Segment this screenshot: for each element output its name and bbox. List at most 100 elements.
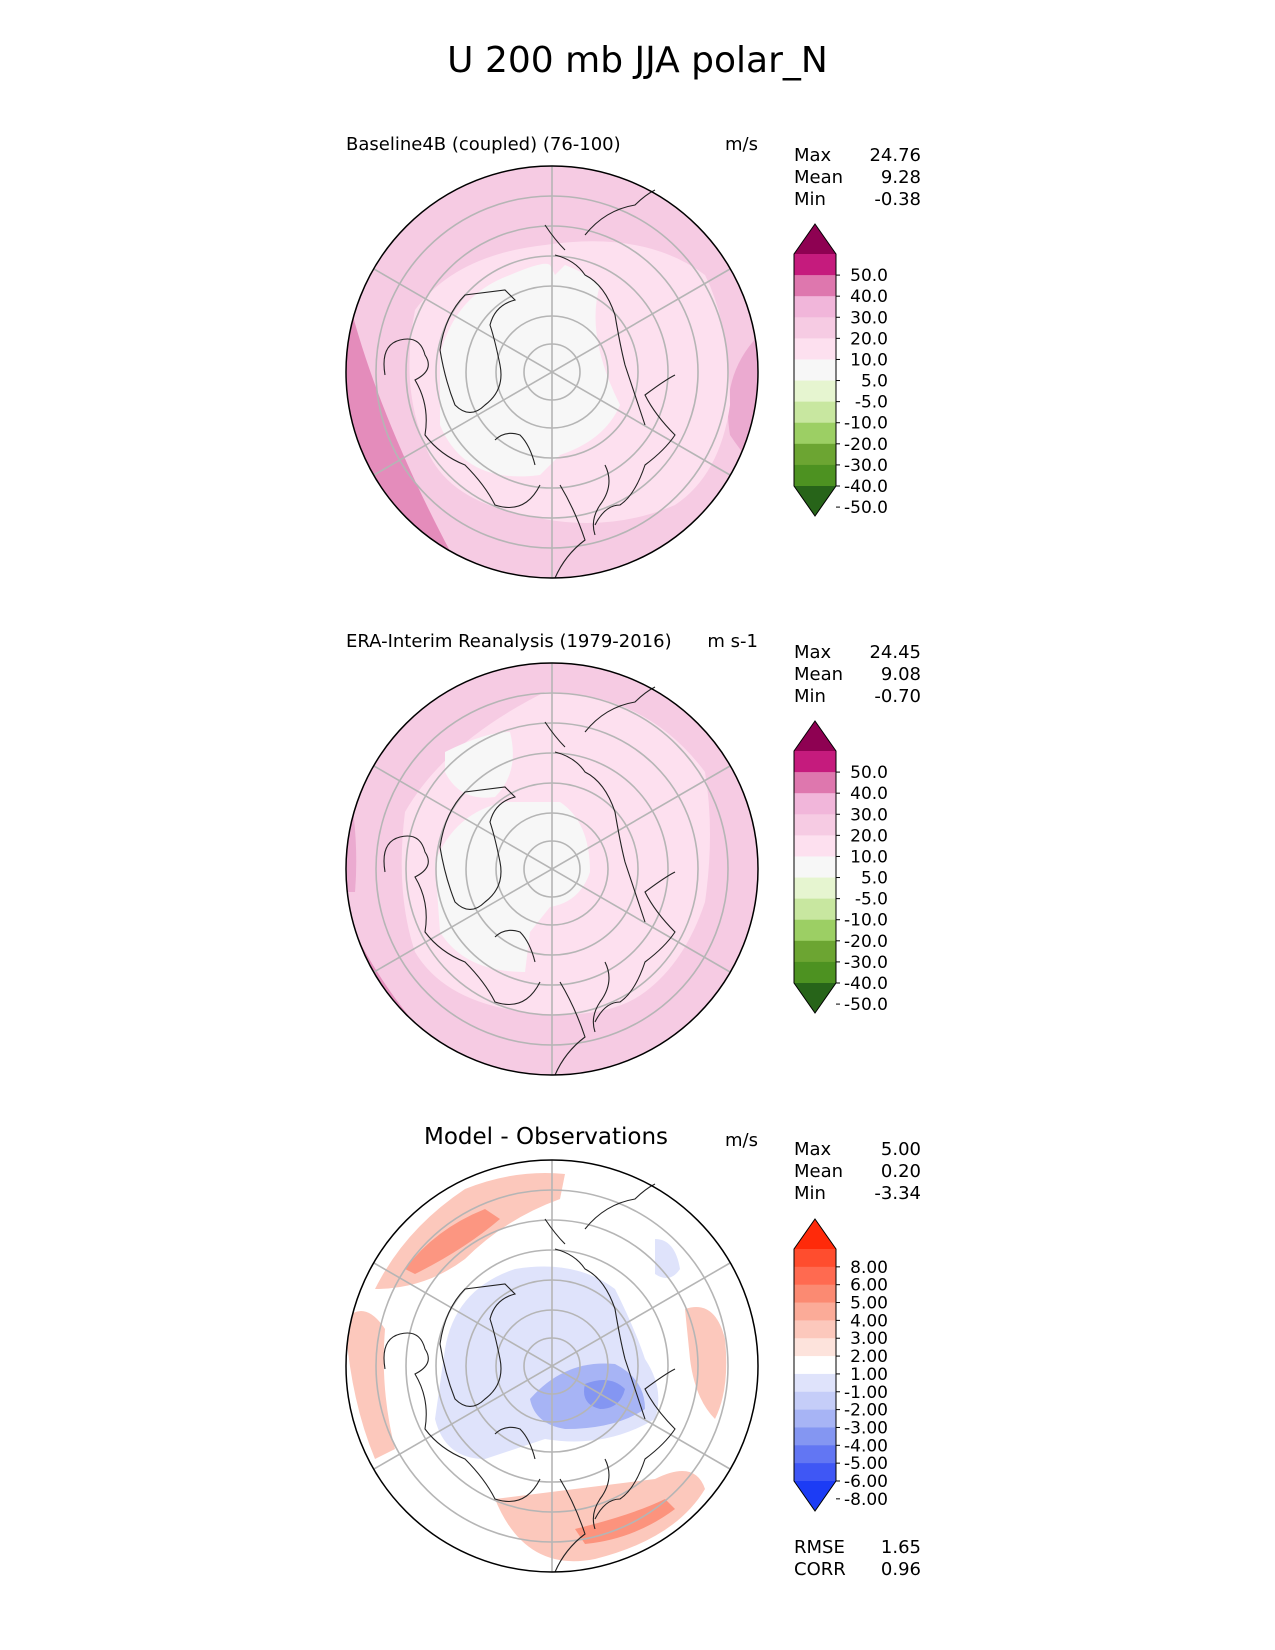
colorbar-tick-label: -20.0 [844, 932, 888, 952]
colorbar-segment [794, 1249, 836, 1268]
colorbar-segment [794, 1373, 836, 1393]
coastlines [383, 189, 676, 579]
colorbar-segment [794, 898, 836, 921]
stat-label: Mean [794, 664, 844, 685]
coastline-siberia [554, 1248, 646, 1420]
colorbar-tick-label: -30.0 [844, 456, 888, 476]
colorbar-tick-label: 50.0 [850, 763, 888, 783]
stat-label: Max [794, 1139, 832, 1160]
stat-label: Min [794, 189, 826, 210]
colorbar-segment [794, 814, 836, 836]
colorbar-tick-label: -8.00 [844, 1490, 888, 1510]
coastlines [383, 686, 676, 1076]
colorbar-segment [794, 338, 836, 360]
panel-2-title: ERA-Interim Reanalysis (1979-2016) [346, 631, 672, 652]
stat-value: 24.45 [869, 642, 921, 663]
colorbar-extend-min [794, 1481, 836, 1511]
colorbar-segment [794, 1409, 836, 1428]
colorbar-segment [794, 1427, 836, 1446]
colorbar-segment [794, 359, 836, 382]
coastline-greenland [439, 289, 517, 414]
colorbar-tick-label: -6.00 [844, 1472, 888, 1492]
colorbar-extend-min [794, 983, 836, 1013]
colorbar-segment [794, 1463, 836, 1482]
colorbar-tick-label: 3.00 [850, 1329, 888, 1349]
colorbar-segment [794, 275, 836, 297]
panel-3-units: m/s [725, 1130, 758, 1151]
polar-map-reanalysis [345, 662, 759, 1076]
colorbar-segment [794, 422, 836, 445]
stat-label: Mean [794, 167, 844, 188]
colorbar-segment [794, 296, 836, 318]
graticule [373, 166, 731, 578]
coastlines [383, 1183, 676, 1573]
coastline-scandinavia [494, 1426, 610, 1530]
metric-value: 1.65 [880, 1537, 921, 1558]
coastline-scandinavia [494, 929, 610, 1033]
coastline-alaska [544, 189, 656, 251]
metric-label: RMSE [794, 1537, 845, 1558]
colorbar-segment [794, 1266, 836, 1286]
stat-value: 0.20 [880, 1161, 921, 1182]
colorbar-outline [793, 720, 837, 1014]
colorbar-tick-label: 50.0 [850, 266, 888, 286]
polar-map-difference [345, 1159, 759, 1573]
coastline-greenland [439, 1283, 517, 1408]
colorbar-tick-label: -40.0 [844, 477, 888, 497]
metric-value: 0.96 [880, 1559, 921, 1580]
diff-pos-south [495, 1471, 705, 1562]
colorbar-tick-label: -50.0 [844, 995, 888, 1015]
panel-1-units: m/s [725, 134, 758, 155]
stat-label: Max [794, 145, 832, 166]
colorbar-reanalysis: 50.040.030.020.010.05.0-5.0-10.0-20.0-30… [793, 720, 888, 1015]
colorbar-tick-label: -20.0 [844, 435, 888, 455]
coastline-siberia [554, 751, 646, 923]
colorbar-tick-label: -5.0 [855, 393, 888, 413]
colorbar-segment [794, 940, 836, 963]
colorbar-segment [794, 919, 836, 942]
colorbar-segment [794, 401, 836, 424]
colorbar-extend-max [794, 224, 836, 254]
colorbar-tick-label: -3.00 [844, 1418, 888, 1438]
coastline-canada [383, 338, 541, 509]
figure-title: U 200 mb JJA polar_N [447, 40, 828, 81]
colorbar-extend-max [794, 1219, 836, 1249]
panel-3-metrics: RMSE 1.65 CORR 0.96 [794, 1537, 921, 1581]
diff-pos-north-core [405, 1209, 500, 1274]
colorbar-segment [794, 1338, 836, 1357]
meridian [373, 268, 731, 476]
colorbar-segment [794, 1320, 836, 1339]
coastline-canada [383, 835, 541, 1006]
colorbar-tick-label: 5.00 [850, 1294, 888, 1314]
field-band-5-north [445, 732, 513, 798]
colorbar-tick-label: 10.0 [850, 350, 888, 370]
colorbar-segment [794, 793, 836, 815]
stat-value: -0.70 [874, 686, 921, 707]
colorbar-extend-max [794, 721, 836, 751]
colorbar-segment [794, 835, 836, 857]
map-frame [345, 165, 759, 579]
coastline-alaska [544, 686, 656, 748]
coastline-siberia [554, 254, 646, 426]
colorbar-tick-label: -1.00 [844, 1383, 888, 1403]
colorbar-segment [794, 254, 836, 276]
colorbar-segment [794, 961, 836, 984]
colorbar-tick-label: 2.00 [850, 1347, 888, 1367]
stat-value: -3.34 [874, 1183, 921, 1204]
colorbar-segment [794, 1284, 836, 1304]
colorbar-tick-label: 10.0 [850, 847, 888, 867]
stat-value: 5.00 [880, 1139, 921, 1160]
stat-value: 24.76 [869, 145, 921, 166]
stat-value: 9.28 [880, 167, 921, 188]
colorbar-tick-label: -4.00 [844, 1436, 888, 1456]
panel-2-stats: Max 24.45 Mean 9.08 Min -0.70 [794, 642, 921, 708]
coastline-greenland [439, 786, 517, 911]
colorbar-outline [793, 223, 837, 517]
diff-pos-south-core [575, 1499, 675, 1544]
panel-1-stats: Max 24.76 Mean 9.28 Min -0.38 [794, 145, 921, 211]
panel-1-title: Baseline4B (coupled) (76-100) [346, 134, 621, 155]
colorbar-baseline: 50.040.030.020.010.05.0-5.0-10.0-20.0-30… [793, 223, 888, 518]
colorbar-tick-label: 40.0 [850, 287, 888, 307]
colorbar-tick-label: -2.00 [844, 1401, 888, 1421]
colorbar-difference: 8.006.005.004.003.002.001.00-1.00-2.00-3… [793, 1218, 888, 1512]
